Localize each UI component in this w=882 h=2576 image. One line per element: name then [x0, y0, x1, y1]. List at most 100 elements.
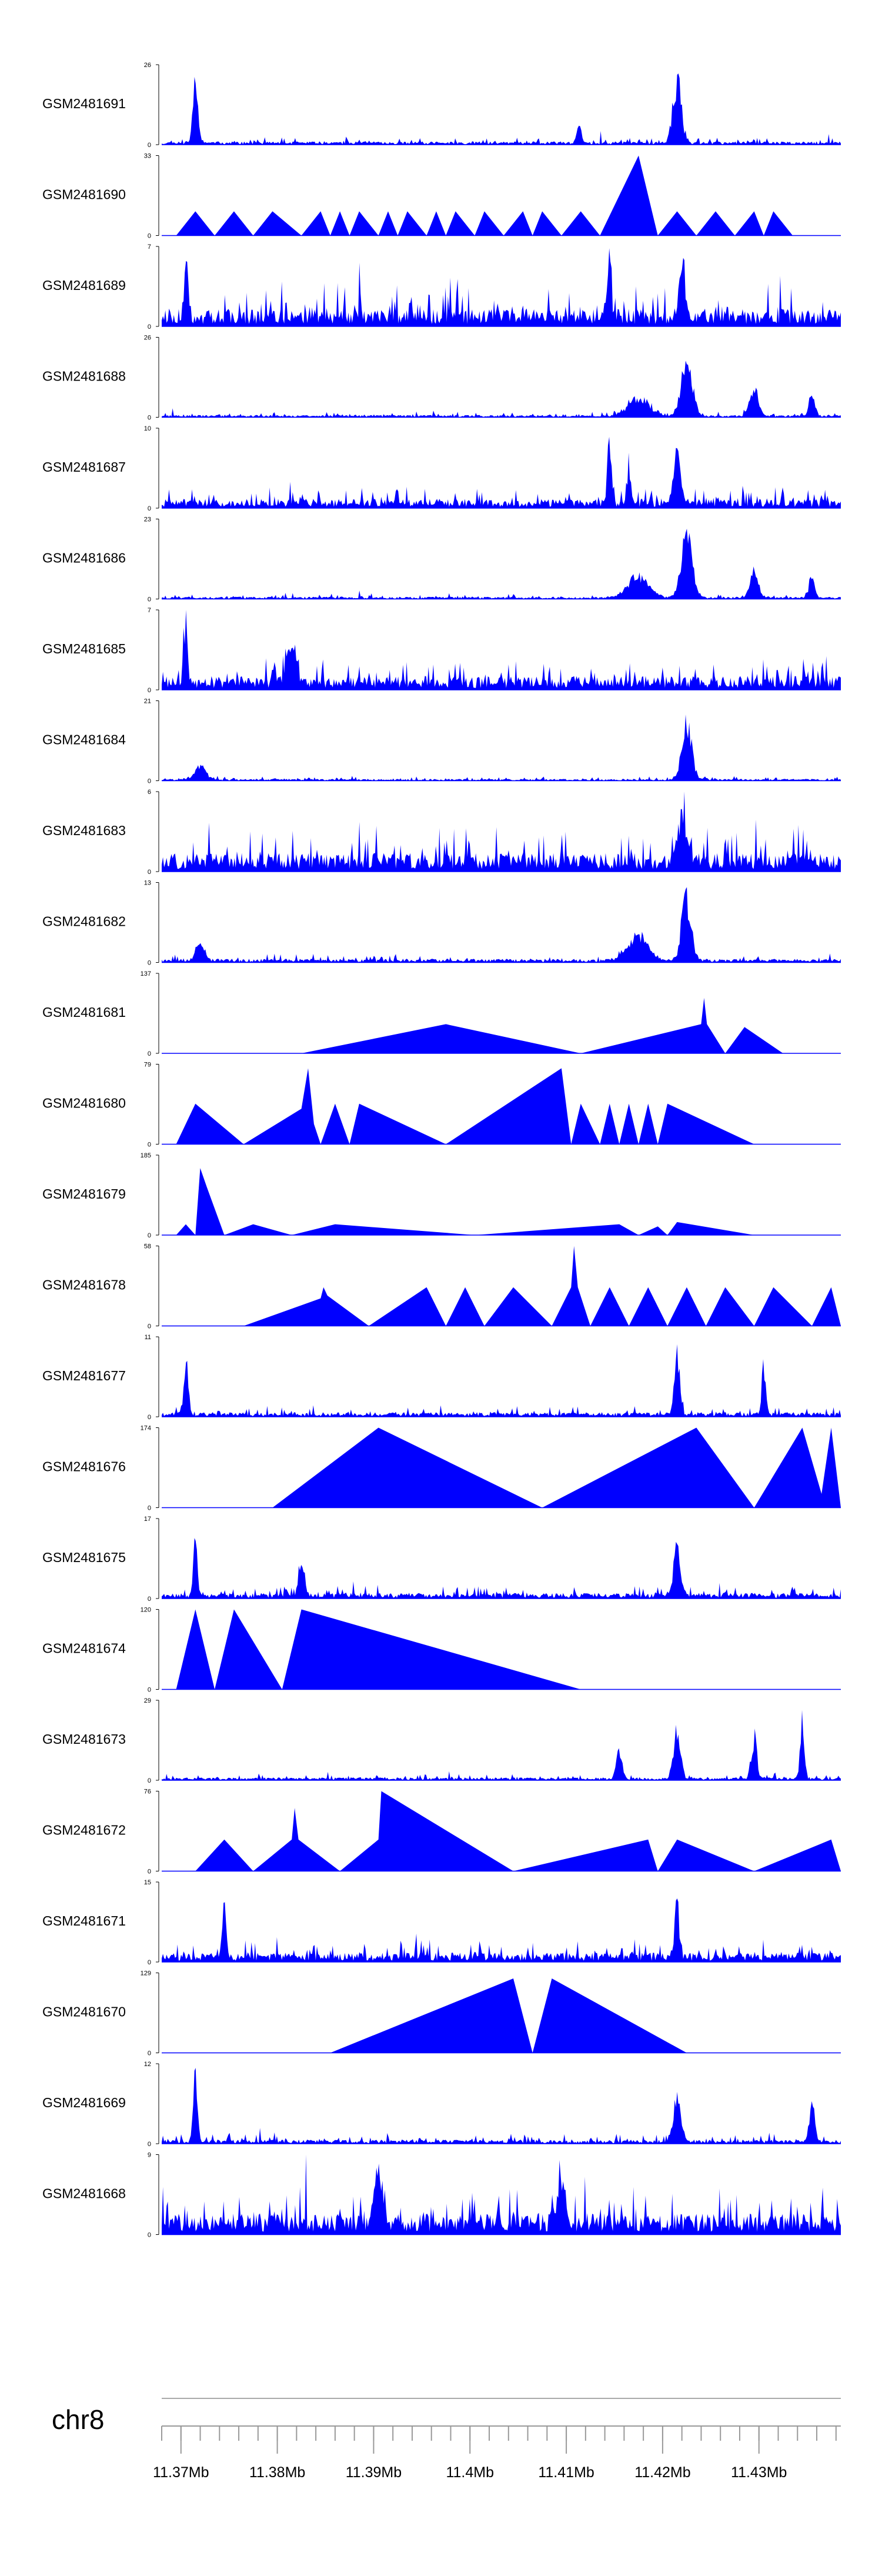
- track-ymax-label: 15: [144, 1879, 151, 1886]
- track-label: GSM2481682: [42, 914, 126, 929]
- track-label: GSM2481691: [42, 96, 126, 111]
- track: GSM2481673 29 0: [42, 1697, 841, 1784]
- track-signal-area: [162, 1898, 841, 1962]
- track-ymin-label: 0: [148, 1050, 151, 1057]
- axis-tick-label: 11.39Mb: [346, 2464, 402, 2481]
- track-signal-area: [162, 2154, 841, 2235]
- track-label: GSM2481689: [42, 278, 126, 293]
- track: GSM2481679 185 0: [42, 1152, 841, 1239]
- data-tracks: GSM2481691260GSM2481690330GSM248168970GS…: [42, 62, 841, 2239]
- track-signal-area: [301, 997, 783, 1053]
- track-ymin-label: 0: [148, 2232, 151, 2239]
- track-label: GSM2481676: [42, 1459, 126, 1474]
- track-ymax-label: 23: [144, 516, 151, 523]
- axis-tick-label: 11.41Mb: [538, 2464, 594, 2481]
- track-ymin-label: 0: [148, 1323, 151, 1330]
- axis-tick-label: 11.37Mb: [153, 2464, 209, 2481]
- track-signal-area: [162, 73, 841, 145]
- track-ymax-label: 17: [144, 1516, 151, 1523]
- genome-axis: chr8 11.37Mb 11.38Mb 11.39Mb 11.4Mb 11.41Mb 1…: [52, 2398, 841, 2481]
- track: GSM2481684 21 0: [42, 698, 841, 785]
- track-signal-area: [272, 1427, 841, 1508]
- track-label: GSM2481679: [42, 1186, 126, 1202]
- track-label: GSM2481687: [42, 459, 126, 475]
- track-ymax-label: 11: [145, 1334, 151, 1341]
- track-signal-area: [243, 1246, 841, 1326]
- track-signal-area: [162, 529, 841, 599]
- track-ymax-label: 79: [144, 1062, 151, 1069]
- track-label: GSM2481673: [42, 1731, 126, 1747]
- track: GSM2481671 15 0: [42, 1879, 841, 1966]
- track-label: GSM2481684: [42, 732, 126, 748]
- track-ymax-label: 21: [144, 698, 151, 705]
- track-ymax-label: 174: [141, 1425, 151, 1432]
- track: GSM2481691 26 0: [42, 62, 841, 149]
- track-ymax-label: 7: [148, 243, 151, 251]
- chromosome-label: chr8: [52, 2404, 104, 2435]
- track-label: GSM2481678: [42, 1277, 126, 1293]
- track: GSM2481675 17 0: [42, 1516, 841, 1603]
- track: GSM2481681 137 0: [42, 970, 841, 1057]
- track-signal-area: [162, 1344, 841, 1417]
- track-ymin-label: 0: [148, 596, 151, 603]
- track: GSM2481682 13 0: [42, 880, 841, 967]
- track-label: GSM2481683: [42, 823, 126, 838]
- track-ymin-label: 0: [148, 142, 151, 149]
- track-ymax-label: 76: [144, 1788, 151, 1796]
- track-ymax-label: 12: [144, 2061, 151, 2068]
- track-label: GSM2481690: [42, 187, 126, 202]
- track: GSM2481690 33 0: [42, 153, 841, 240]
- track: GSM2481668 9 0: [42, 2152, 841, 2239]
- track-label: GSM2481675: [42, 1550, 126, 1565]
- track-label: GSM2481670: [42, 2004, 126, 2020]
- track-ymax-label: 129: [141, 1970, 151, 1977]
- track: GSM2481669 12 0: [42, 2061, 841, 2148]
- track-ymin-label: 0: [148, 323, 151, 331]
- track-ymax-label: 120: [141, 1607, 151, 1614]
- track: GSM2481686 23 0: [42, 516, 841, 603]
- track-label: GSM2481671: [42, 1913, 126, 1928]
- track: GSM2481687 10 0: [42, 425, 841, 512]
- track-label: GSM2481672: [42, 1823, 126, 1838]
- track-ymax-label: 58: [144, 1243, 151, 1250]
- track-ymin-label: 0: [148, 869, 151, 876]
- track-ymax-label: 29: [144, 1697, 151, 1704]
- track: GSM2481672 76 0: [42, 1788, 841, 1876]
- track: GSM2481677 11 0: [42, 1334, 841, 1421]
- track: GSM2481680 79 0: [42, 1062, 841, 1149]
- track-ymin-label: 0: [148, 2050, 151, 2057]
- track-ymin-label: 0: [148, 1868, 151, 1876]
- track-signal-area: [162, 248, 841, 326]
- track-ymax-label: 137: [141, 970, 151, 977]
- track: GSM2481676 174 0: [42, 1425, 841, 1512]
- track: GSM2481670 129 0: [42, 1970, 841, 2057]
- track: GSM2481688 26 0: [42, 335, 841, 422]
- track-ymax-label: 33: [144, 153, 151, 160]
- track-label: GSM2481668: [42, 2186, 126, 2201]
- track-signal-area: [176, 1068, 754, 1144]
- track-ymax-label: 185: [141, 1152, 151, 1159]
- track-ymin-label: 0: [148, 687, 151, 694]
- axis-tick-label: 11.43Mb: [731, 2464, 787, 2481]
- track-ymin-label: 0: [148, 1687, 151, 1694]
- track-label: GSM2481688: [42, 369, 126, 384]
- track-signal-area: [176, 1168, 754, 1235]
- track-label: GSM2481685: [42, 641, 126, 656]
- track: GSM2481674 120 0: [42, 1607, 841, 1694]
- track-signal-area: [176, 1609, 581, 1690]
- track-ymin-label: 0: [148, 960, 151, 967]
- track-ymin-label: 0: [148, 2141, 151, 2148]
- track-ymax-label: 13: [144, 880, 151, 887]
- track-ymin-label: 0: [148, 1142, 151, 1149]
- track-signal-area: [162, 1538, 841, 1599]
- track-ymin-label: 0: [148, 1777, 151, 1784]
- track-signal-area: [162, 2068, 841, 2144]
- track: GSM2481678 58 0: [42, 1243, 841, 1330]
- track-ymax-label: 26: [144, 335, 151, 342]
- track-signal-area: [162, 792, 841, 872]
- track-ymax-label: 9: [148, 2152, 151, 2159]
- axis-tick-label: 11.38Mb: [249, 2464, 305, 2481]
- track: GSM2481685 7 0: [42, 607, 841, 694]
- track-signal-area: [162, 1710, 841, 1780]
